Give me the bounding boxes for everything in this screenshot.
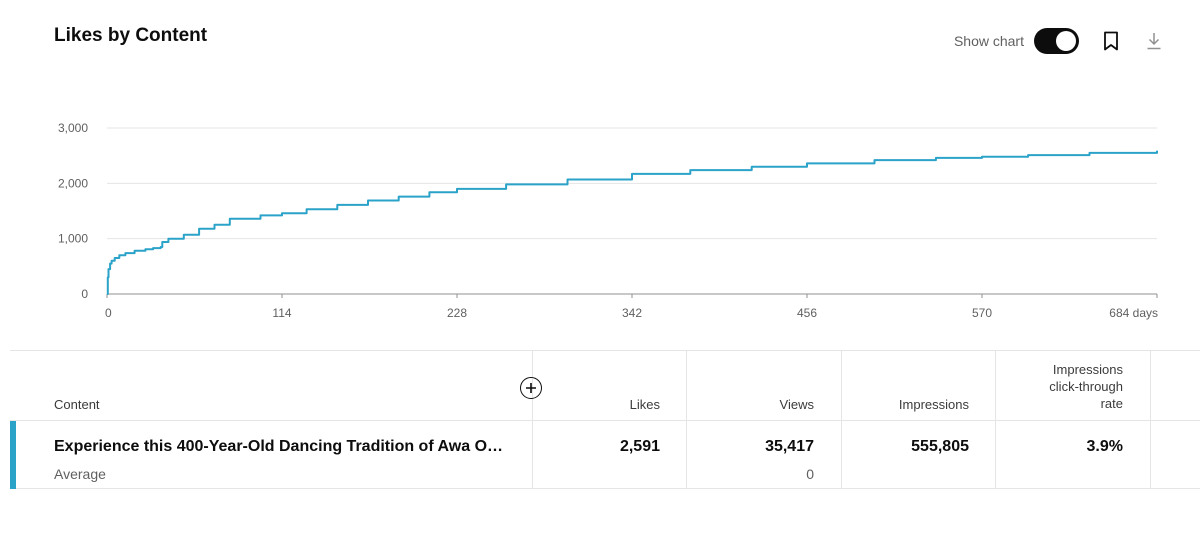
content-title-link[interactable]: Experience this 400-Year-Old Dancing Tra… [54, 438, 504, 455]
header-impressions[interactable]: Impressions [898, 397, 969, 412]
column-divider [841, 351, 842, 488]
x-tick-label: 0 [105, 306, 112, 320]
y-tick-label: 1,000 [58, 232, 88, 246]
header-content[interactable]: Content [54, 397, 100, 412]
column-divider [532, 351, 533, 488]
chart-grid [107, 127, 1157, 295]
y-tick-label: 3,000 [58, 121, 88, 135]
column-divider [1150, 351, 1151, 488]
average-label: Average [54, 466, 106, 482]
views-average-value: 0 [806, 466, 814, 482]
chart-toolbar: Show chart [954, 26, 1166, 56]
x-tick-label: 228 [447, 306, 467, 320]
column-divider [686, 351, 687, 488]
download-icon[interactable] [1142, 29, 1166, 53]
views-value: 35,417 [765, 438, 814, 455]
show-chart-label: Show chart [953, 33, 1024, 49]
header-views[interactable]: Views [779, 397, 814, 412]
header-ctr-line: click-through [1049, 379, 1123, 394]
header-ctr-line: Impressions [1052, 362, 1123, 377]
likes-value: 2,591 [619, 438, 660, 455]
x-tick-label: 570 [972, 306, 992, 320]
y-tick-label: 0 [81, 287, 88, 301]
bookmark-icon[interactable] [1099, 29, 1123, 53]
add-column-icon[interactable] [520, 377, 542, 399]
impressions-value: 555,805 [911, 438, 969, 455]
y-axis-ticks: 0 1,000 2,000 3,000 [58, 121, 88, 301]
likes-series-line [106, 150, 1158, 295]
chart-series [106, 150, 1158, 295]
header-likes[interactable]: Likes [629, 397, 660, 412]
x-tick-label: 456 [797, 306, 817, 320]
likes-line-chart: 0 1,000 2,000 3,000 0 114 228 342 456 570 684 day… [58, 121, 1158, 320]
header-ctr[interactable]: Impressions click-through rate [1003, 361, 1123, 412]
table-header-row [10, 351, 1200, 421]
show-chart-toggle[interactable] [1034, 28, 1079, 54]
header-ctr-line: rate [1100, 396, 1123, 411]
x-tick-label: 342 [622, 306, 642, 320]
content-table: Content Likes Views Impressions Impressi… [10, 350, 1200, 489]
toggle-knob [1056, 31, 1076, 51]
y-tick-label: 2,000 [58, 176, 88, 190]
x-tick-label: 114 [272, 306, 291, 320]
chart-title: Likes by Content [54, 25, 208, 46]
series-color-marker [10, 421, 16, 489]
x-tick-label: 684 days [1109, 306, 1158, 320]
x-axis-ticks: 0 114 228 342 456 570 684 days [105, 294, 1158, 320]
ctr-value: 3.9% [1086, 438, 1123, 455]
column-divider [995, 351, 996, 488]
